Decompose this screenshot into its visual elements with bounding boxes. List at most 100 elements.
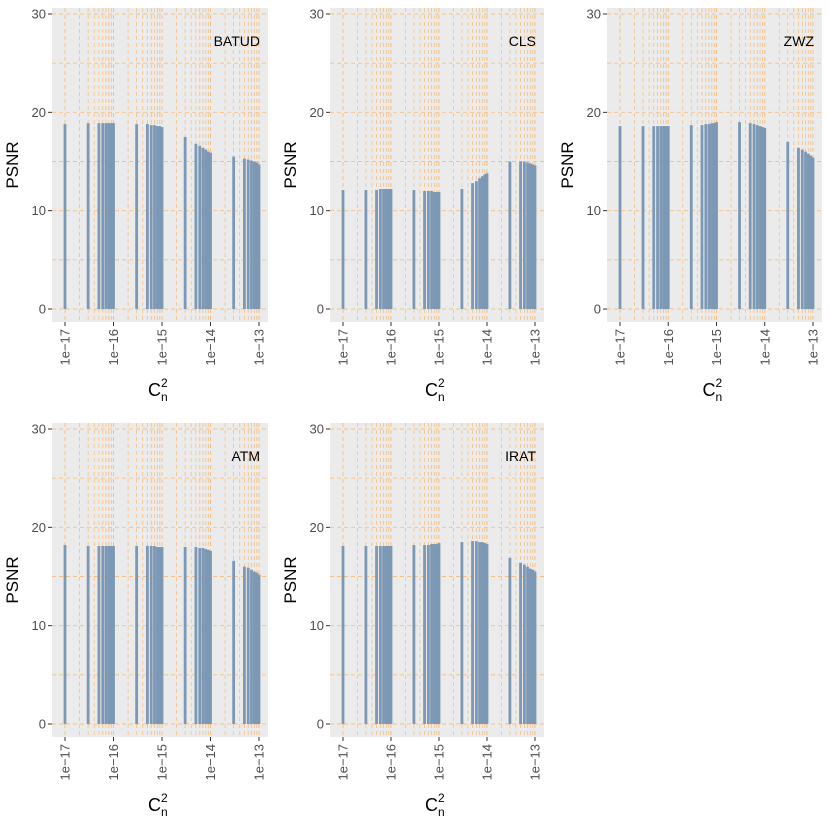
- bar: [804, 151, 807, 309]
- bar: [378, 189, 382, 309]
- bar: [243, 566, 246, 724]
- bar: [412, 545, 416, 724]
- bar: [432, 191, 436, 309]
- bar: [533, 165, 537, 309]
- bar: [618, 126, 622, 309]
- x-tick-label: 1e−16: [106, 744, 121, 781]
- bar: [659, 126, 663, 309]
- x-axis-title-subscript: n: [716, 390, 723, 404]
- bar: [341, 190, 345, 309]
- bar: [206, 151, 210, 309]
- bar: [149, 125, 153, 309]
- x-axis-title: C 2n: [148, 376, 168, 404]
- y-tick-label: 10: [32, 203, 46, 218]
- x-tick-label: 1e−13: [252, 744, 267, 781]
- x-axis-title-subscript: n: [161, 805, 168, 819]
- bar: [786, 141, 790, 309]
- bar: [382, 189, 385, 309]
- bar: [811, 157, 815, 309]
- bar: [183, 547, 187, 724]
- y-tick-label: 0: [39, 302, 46, 317]
- x-axis-title: C 2n: [425, 376, 445, 404]
- bar: [522, 564, 526, 724]
- bar: [153, 546, 156, 724]
- bar: [97, 123, 101, 310]
- x-axis-title-superscript: 2: [716, 376, 723, 390]
- bar: [712, 123, 716, 310]
- x-axis-title-base: C: [425, 380, 438, 400]
- bar: [255, 572, 259, 724]
- y-tick-label: 10: [310, 203, 324, 218]
- bar: [652, 126, 656, 309]
- bar: [257, 574, 261, 724]
- bar: [666, 126, 670, 309]
- bar: [194, 547, 198, 724]
- bar: [519, 161, 522, 309]
- bar: [522, 161, 526, 309]
- x-tick-label: 1e−17: [613, 329, 628, 366]
- chart-panel-zwz: ZWZ 0 10 20 30 1e−17 1e−16 1e−15 1e−14 1e−13 PSNR C…: [558, 7, 822, 404]
- x-axis-title-subscript: n: [161, 390, 168, 404]
- bar: [375, 546, 378, 724]
- bar: [257, 164, 261, 309]
- x-tick-label: 1e−13: [252, 329, 267, 366]
- x-tick-label: 1e−15: [432, 744, 447, 781]
- x-axis-title-superscript: 2: [161, 791, 168, 805]
- bar: [435, 544, 439, 724]
- bar: [526, 566, 529, 724]
- bar: [255, 162, 259, 309]
- bar: [761, 127, 764, 309]
- bar: [160, 127, 164, 309]
- bar: [437, 543, 441, 724]
- bar: [250, 160, 253, 309]
- bar: [430, 191, 433, 309]
- y-axis-title: PSNR: [3, 141, 22, 188]
- x-tick-label: 1e−16: [384, 329, 399, 366]
- chart-panel-irat: IRAT 0 10 20 30 1e−17 1e−16 1e−15 1e−14 1e−13 PSNR…: [281, 422, 544, 819]
- bar: [430, 544, 433, 724]
- x-tick-label: 1e−15: [709, 329, 724, 366]
- bar: [153, 125, 156, 309]
- bar: [204, 149, 208, 309]
- bar: [382, 546, 385, 724]
- x-axis-title-base: C: [148, 795, 161, 815]
- y-tick-label: 20: [32, 105, 46, 120]
- x-tick-label: 1e−16: [106, 329, 121, 366]
- bar: [384, 546, 388, 724]
- y-tick-label: 0: [594, 302, 601, 317]
- x-tick-label: 1e−17: [58, 744, 73, 781]
- y-tick-label: 30: [310, 7, 324, 22]
- bar: [201, 547, 205, 724]
- bar: [437, 191, 441, 309]
- bar: [198, 145, 202, 309]
- bar: [531, 569, 535, 724]
- bar: [800, 149, 804, 309]
- panel-label: BATUD: [214, 33, 260, 49]
- bar: [809, 155, 813, 309]
- y-tick-label: 20: [310, 520, 324, 535]
- bar: [149, 546, 153, 724]
- y-axis-title: PSNR: [558, 141, 577, 188]
- bar: [531, 164, 535, 309]
- bar: [387, 546, 391, 724]
- bar: [364, 190, 368, 309]
- bar: [533, 571, 537, 724]
- bar: [232, 156, 236, 309]
- bar: [508, 557, 512, 724]
- x-axis-title: C 2n: [425, 791, 445, 819]
- y-tick-label: 10: [310, 618, 324, 633]
- bar: [63, 124, 67, 309]
- x-axis-title-superscript: 2: [438, 376, 445, 390]
- y-tick-label: 30: [32, 422, 46, 437]
- bar: [755, 125, 759, 309]
- bar: [194, 143, 198, 309]
- bar: [384, 189, 388, 309]
- bar: [341, 546, 345, 724]
- y-tick-label: 0: [317, 302, 324, 317]
- y-tick-label: 0: [317, 717, 324, 732]
- bar: [246, 159, 250, 309]
- bar: [201, 147, 205, 309]
- bar: [432, 544, 436, 724]
- bar: [483, 543, 487, 724]
- bar: [715, 122, 718, 310]
